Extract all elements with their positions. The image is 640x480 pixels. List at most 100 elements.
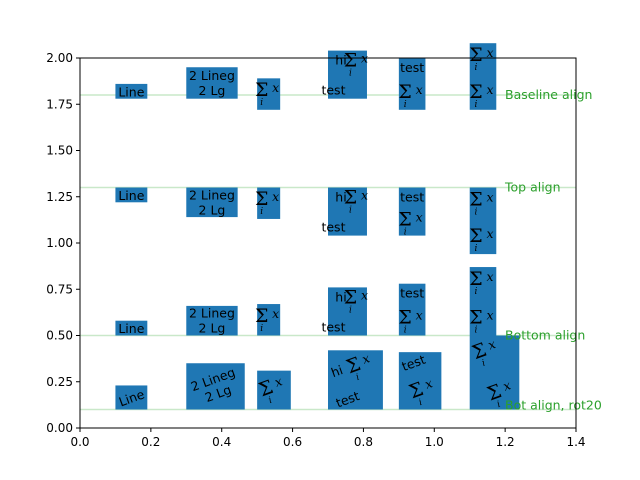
box-line-1: 2 Lineg [189,187,235,202]
box-text-hi: hi [335,190,346,205]
sum-variable: x [361,287,368,302]
sum-variable: x [360,350,372,367]
y-tick-label: 1.00 [46,236,73,250]
row-label: Top align [504,180,561,195]
sum-symbol: Σ [469,189,482,211]
sum-variable: x [486,336,498,353]
box-background [398,58,426,110]
sum-index: i [475,244,478,254]
sum-index: i [418,398,424,408]
sum-symbol: Σ [255,188,268,210]
box-background [186,305,238,336]
sum-index: i [404,326,407,336]
sum-variable: x [272,80,279,95]
box-background [115,187,148,203]
sum-variable: x [423,375,435,392]
sum-variable: x [272,373,284,390]
box-text-line: Line [118,84,144,99]
sum-index: i [496,400,502,410]
sum-symbol: Σ [469,81,482,103]
sum-variable: x [486,226,493,241]
sum-index: i [260,98,263,108]
box-background [186,187,238,218]
box-background [398,283,426,336]
x-tick-label: 0.8 [354,435,373,449]
box-background [257,304,281,336]
box-background [469,43,497,110]
sum-symbol: Σ [398,81,411,103]
sum-index: i [349,305,352,315]
text-box: Line [115,385,148,410]
box-line-2: 2 Lg [199,202,226,217]
sum-index: i [349,69,352,79]
sum-variable: x [272,306,279,321]
row-label: Bottom align [505,328,585,343]
sum-index: i [349,206,352,216]
sum-symbol: Σ [469,268,482,290]
box-text-test: test [321,220,345,235]
y-tick-label: 0.75 [46,282,73,296]
sum-index: i [475,100,478,110]
box-background [469,267,497,336]
sum-index: i [475,326,478,336]
y-tick-label: 0.00 [46,421,73,435]
text-box: Line [115,187,148,203]
sum-index: i [260,207,263,217]
x-tick-label: 0.2 [141,435,160,449]
x-tick-label: 0.4 [212,435,231,449]
x-tick-label: 1.2 [496,435,515,449]
sum-variable: x [416,210,423,225]
box-background [115,83,148,99]
box-background [328,187,367,236]
box-background [115,385,148,410]
y-tick-label: 1.75 [46,97,73,111]
sum-variable: x [416,82,423,97]
box-line-2: 2 Lg [199,321,226,336]
row-label: Bot align, rot20 [505,398,602,413]
x-tick-label: 1.0 [425,435,444,449]
x-tick-label: 1.4 [566,435,585,449]
box-text-line: Line [118,321,144,336]
sum-variable: x [272,189,279,204]
box-background [186,363,245,410]
sum-symbol: Σ [344,187,357,209]
sum-symbol: Σ [255,305,268,327]
sum-symbol: Σ [344,50,357,72]
box-text-hi: hi [335,289,346,304]
sum-index: i [404,228,407,238]
box-background [186,67,238,99]
